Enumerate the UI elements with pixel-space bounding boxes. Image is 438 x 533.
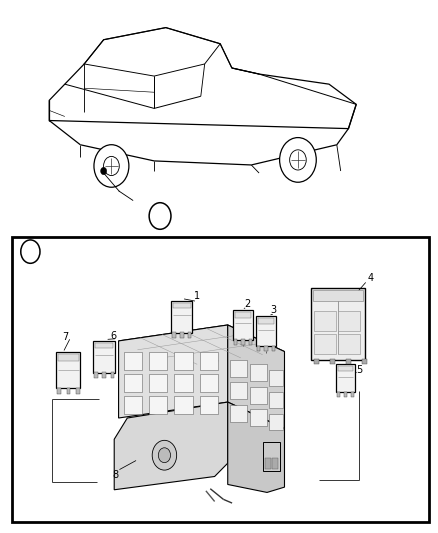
Bar xyxy=(314,359,319,364)
Text: A: A xyxy=(27,247,34,256)
Text: 2: 2 xyxy=(244,298,251,309)
Bar xyxy=(249,340,252,345)
Circle shape xyxy=(103,156,119,175)
Circle shape xyxy=(152,440,177,470)
Bar xyxy=(362,359,367,364)
Circle shape xyxy=(158,448,170,463)
Text: A: A xyxy=(156,211,164,221)
Circle shape xyxy=(149,203,171,229)
Polygon shape xyxy=(119,325,285,368)
Bar xyxy=(174,396,193,414)
Bar xyxy=(269,392,283,408)
Bar xyxy=(173,303,191,309)
Bar xyxy=(251,409,267,426)
Bar xyxy=(272,346,276,351)
Bar xyxy=(263,442,280,471)
Circle shape xyxy=(21,240,40,263)
Bar xyxy=(67,387,70,393)
Bar xyxy=(230,405,247,422)
Text: 8: 8 xyxy=(112,470,118,480)
Bar xyxy=(172,333,176,338)
Bar xyxy=(272,458,278,469)
Bar xyxy=(188,333,191,338)
Bar xyxy=(171,301,192,333)
Bar xyxy=(235,312,251,318)
Circle shape xyxy=(290,150,306,170)
Bar xyxy=(12,237,428,522)
Bar xyxy=(314,311,336,331)
Text: 6: 6 xyxy=(110,330,117,341)
Text: 1: 1 xyxy=(194,290,200,301)
Bar xyxy=(124,396,142,414)
Bar xyxy=(311,288,365,360)
Bar xyxy=(351,392,354,397)
Bar xyxy=(314,334,336,354)
Text: 7: 7 xyxy=(62,332,68,342)
Bar xyxy=(336,364,355,392)
Bar xyxy=(93,341,115,373)
Bar xyxy=(95,343,113,349)
Bar xyxy=(149,352,167,369)
Bar xyxy=(180,333,184,338)
Bar xyxy=(57,352,81,388)
Bar xyxy=(257,346,261,351)
Bar xyxy=(330,359,335,364)
Bar xyxy=(149,374,167,392)
Bar xyxy=(251,386,267,403)
Bar xyxy=(344,392,347,397)
Bar xyxy=(174,374,193,392)
Circle shape xyxy=(279,138,316,182)
Bar xyxy=(200,374,218,392)
Bar xyxy=(94,372,98,377)
Bar xyxy=(338,366,353,372)
Bar xyxy=(256,317,276,346)
Bar xyxy=(241,340,245,345)
Bar xyxy=(265,346,268,351)
Text: 3: 3 xyxy=(271,305,277,315)
Polygon shape xyxy=(119,325,228,418)
Circle shape xyxy=(94,144,129,187)
Bar xyxy=(265,458,271,469)
Bar xyxy=(102,372,106,377)
Bar xyxy=(338,311,360,331)
Bar xyxy=(230,360,247,377)
Bar xyxy=(57,387,61,393)
Bar xyxy=(313,290,363,301)
Bar xyxy=(269,369,283,385)
Bar xyxy=(338,334,360,354)
Bar xyxy=(346,359,351,364)
Bar xyxy=(200,352,218,369)
Polygon shape xyxy=(228,402,285,492)
Bar xyxy=(124,352,142,369)
Bar xyxy=(234,340,237,345)
Bar xyxy=(174,352,193,369)
Bar xyxy=(251,365,267,381)
Bar xyxy=(258,318,275,324)
Bar xyxy=(233,310,253,340)
Bar xyxy=(111,372,114,377)
Bar xyxy=(200,396,218,414)
Bar xyxy=(76,387,80,393)
Bar xyxy=(124,374,142,392)
Text: 4: 4 xyxy=(368,273,374,283)
Bar xyxy=(58,354,79,361)
Bar xyxy=(149,396,167,414)
Bar xyxy=(269,414,283,430)
Circle shape xyxy=(101,167,107,175)
Polygon shape xyxy=(114,402,228,490)
Bar xyxy=(337,392,340,397)
Text: 5: 5 xyxy=(357,365,363,375)
Bar xyxy=(230,382,247,399)
Polygon shape xyxy=(228,325,285,429)
